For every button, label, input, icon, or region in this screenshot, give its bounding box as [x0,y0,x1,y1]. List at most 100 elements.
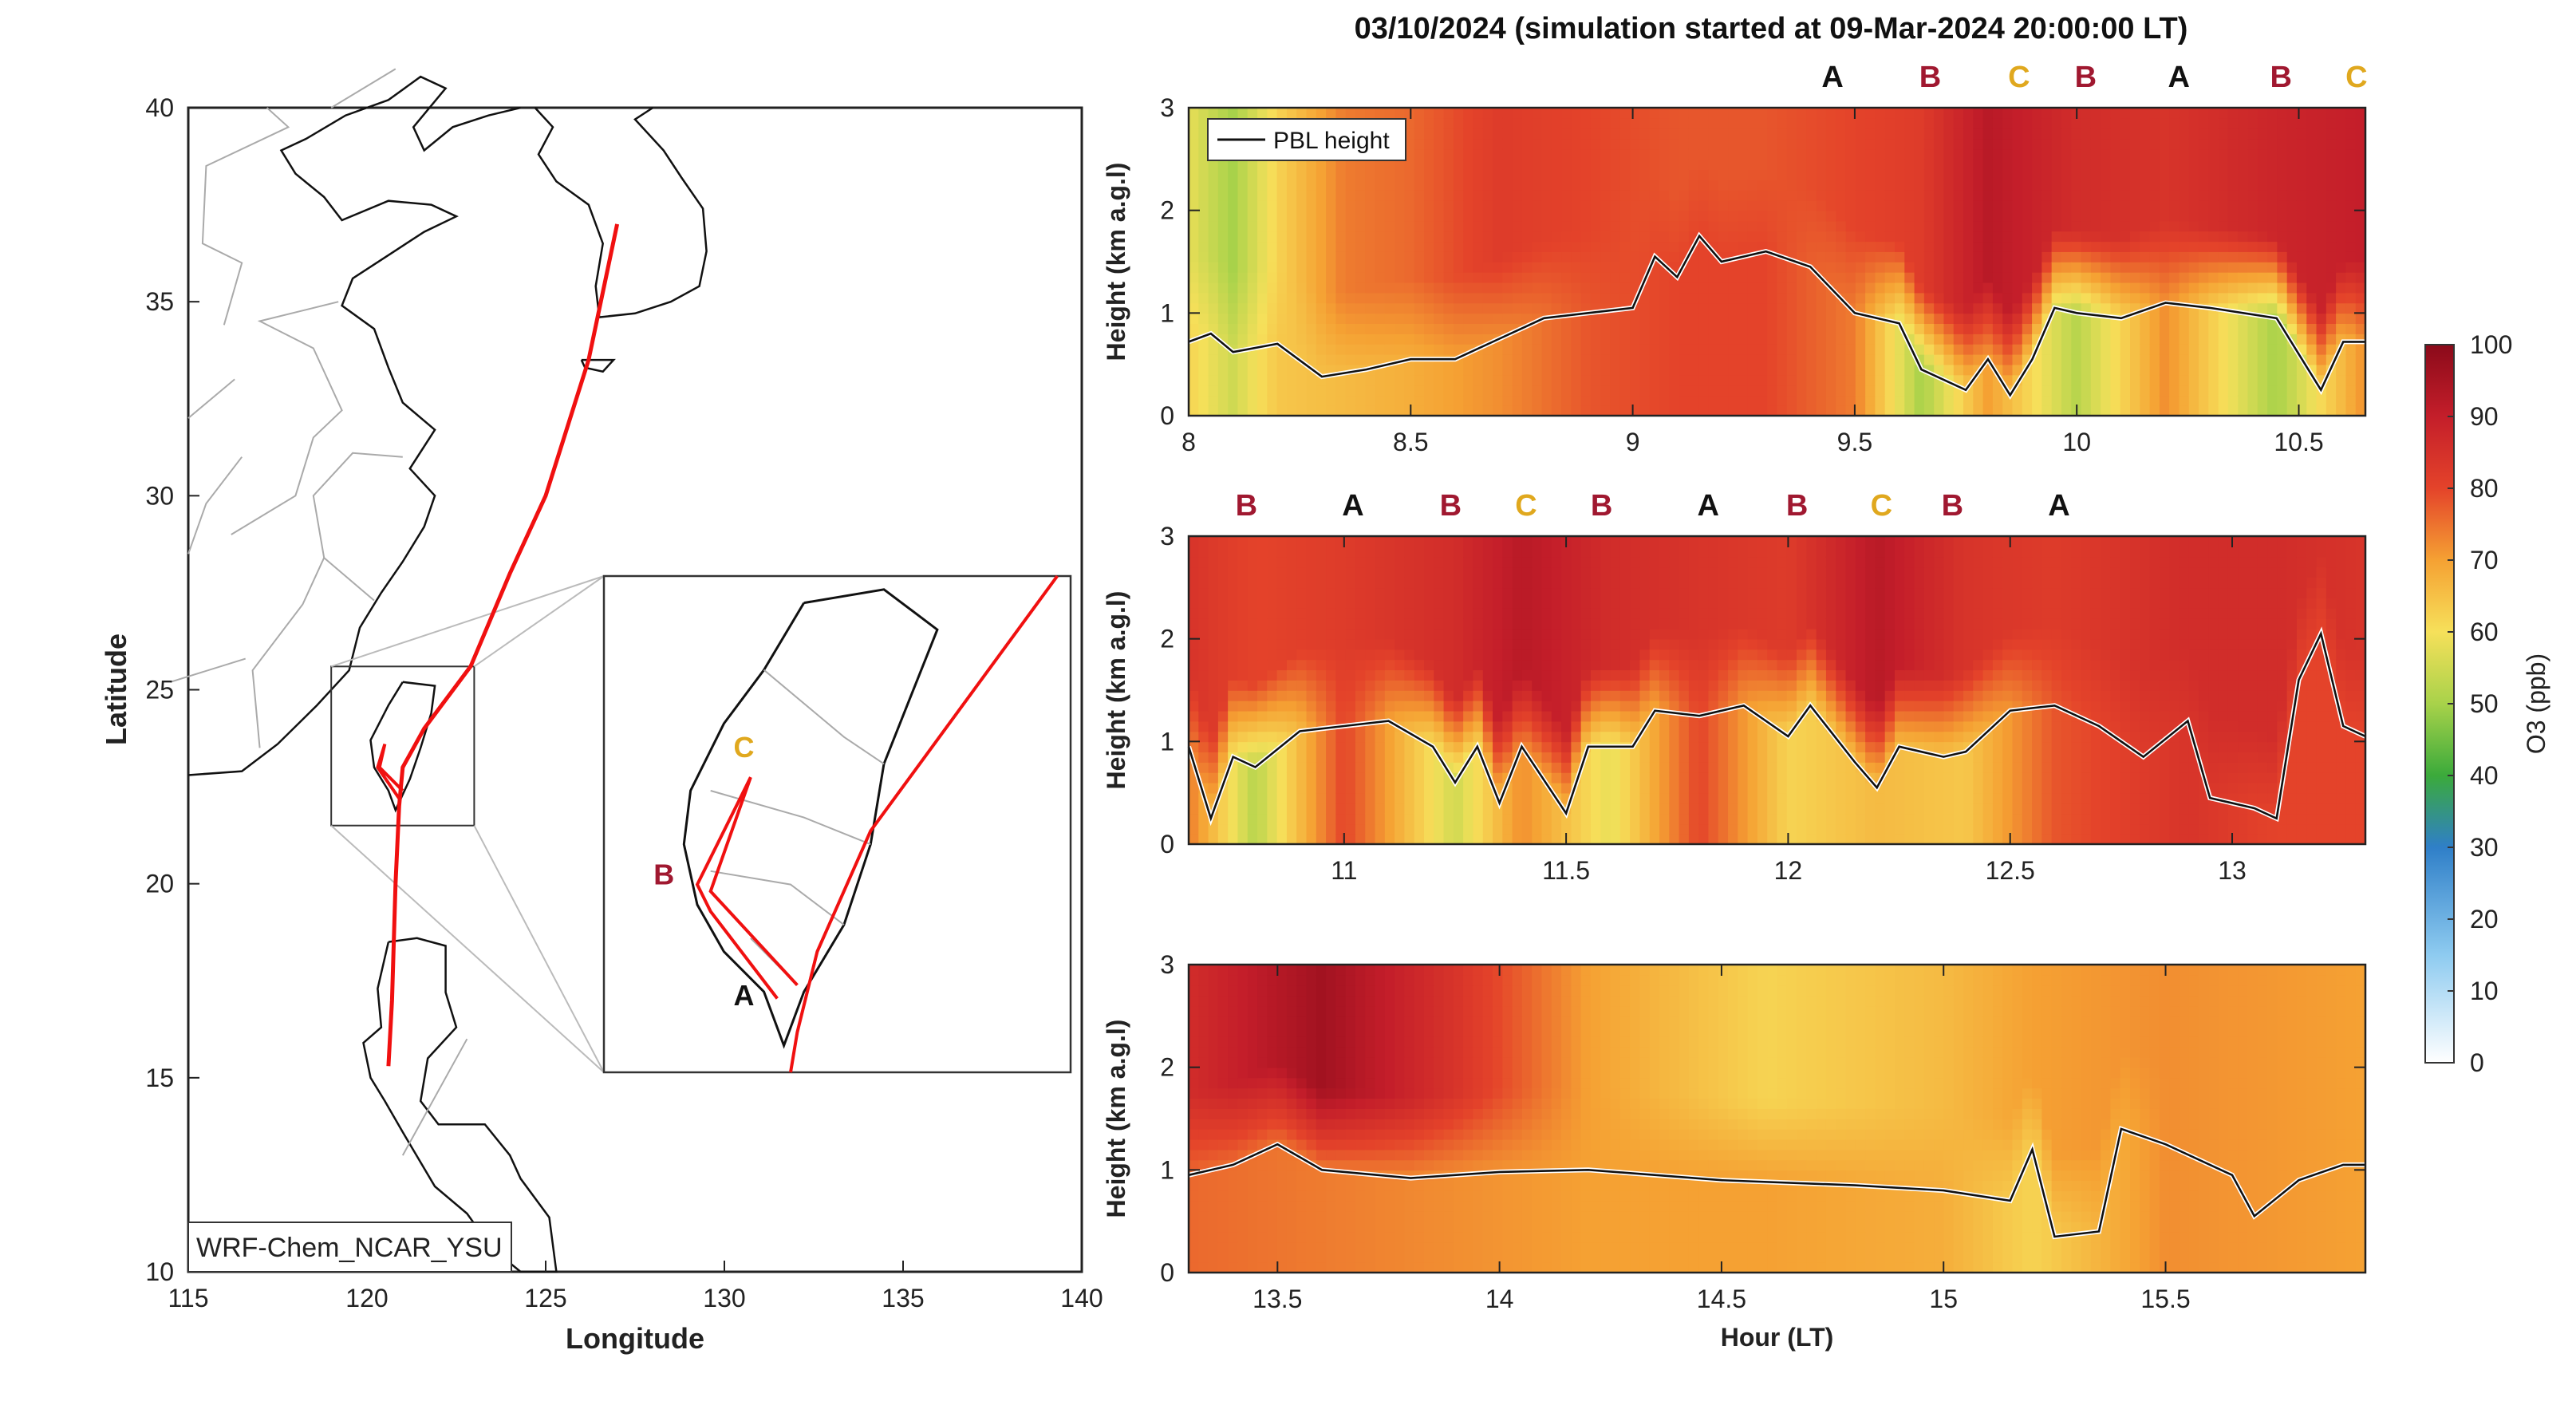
o3-cell [1541,353,1552,365]
o3-cell [1669,323,1680,334]
o3-cell [1610,343,1621,355]
o3-cell [1247,700,1258,712]
o3-cell [1434,823,1445,835]
o3-cell [2140,117,2151,129]
o3-cell [2247,364,2258,376]
o3-cell [2081,334,2092,345]
o3-cell [1679,282,1690,294]
o3-cell [2149,148,2160,160]
o3-cell [1512,364,1523,376]
o3-cell [2110,128,2121,140]
o3-cell [1855,323,1866,334]
o3-cell [2051,334,2062,345]
o3-cell [1884,262,1896,273]
o3-cell [2355,374,2366,386]
o3-cell [1228,159,1239,170]
o3-cell [1375,700,1386,712]
o3-cell [1335,752,1347,763]
o3-cell [1845,199,1856,211]
o3-cell [1257,720,1268,732]
o3-cell [1875,180,1886,191]
o3-cell [2051,251,2062,262]
o3-cell [1247,608,1258,619]
o3-cell [1669,210,1680,222]
o3-cell [1777,108,1788,119]
o3-cell [1777,385,1788,397]
o3-cell [1982,385,1994,397]
y-tick-label: 0 [1160,401,1174,430]
o3-cell [1316,731,1327,743]
o3-cell [1806,323,1817,334]
o3-cell [2149,343,2160,355]
o3-cell [1619,148,1631,160]
o3-cell [1316,302,1327,314]
o3-cell [1708,108,1719,119]
o3-cell [2199,108,2210,119]
o3-cell [1521,385,1533,397]
o3-cell [1443,638,1454,650]
o3-cell [1424,710,1435,722]
map-y-tick-label: 40 [145,93,174,122]
o3-cell [2199,199,2210,211]
o3-cell [1738,128,1749,140]
o3-cell [1797,313,1808,324]
o3-cell [2140,343,2151,355]
o3-cell [1424,169,1435,180]
o3-cell [1718,334,1729,345]
o3-cell [1375,395,1386,406]
o3-cell [1335,792,1347,804]
o3-cell [1267,220,1278,232]
o3-cell [1923,385,1935,397]
o3-cell [1395,231,1406,243]
o3-cell [1355,282,1367,294]
o3-cell [1424,638,1435,650]
o3-cell [1326,741,1337,752]
o3-cell [1189,251,1200,262]
o3-cell [1198,180,1209,191]
o3-cell [2267,364,2278,376]
o3-cell [1865,108,1876,119]
o3-cell [1208,271,1219,283]
o3-cell [1747,231,1758,243]
o3-cell [1482,251,1493,262]
o3-cell [1267,536,1278,547]
o3-cell [1992,220,2004,232]
o3-cell [2169,189,2180,201]
o3-cell [1198,577,1209,589]
o3-cell [2188,364,2199,376]
o3-cell [1208,638,1219,650]
model-label: WRF-Chem_NCAR_YSU [196,1233,503,1263]
o3-cell [1316,608,1327,619]
o3-cell [1208,313,1219,324]
o3-cell [2267,210,2278,222]
o3-cell [1610,241,1621,252]
o3-cell [1571,199,1582,211]
o3-cell [1825,334,1837,345]
o3-cell [1237,638,1249,650]
o3-cell [1424,669,1435,681]
o3-cell [1493,752,1504,763]
o3-cell [1198,292,1209,304]
o3-cell [1825,117,1837,129]
o3-cell [1345,231,1356,243]
o3-cell [1855,364,1866,376]
o3-cell [1335,220,1347,232]
o3-cell [1375,189,1386,201]
o3-cell [1335,343,1347,355]
o3-cell [1600,680,1611,691]
o3-cell [2101,220,2112,232]
o3-cell [1747,405,1758,416]
o3-cell [1208,231,1219,243]
o3-cell [1189,669,1200,681]
o3-cell [1365,374,1376,386]
o3-cell [1267,782,1278,794]
o3-cell [1335,169,1347,180]
o3-cell [1443,608,1454,619]
o3-cell [1208,536,1219,547]
o3-cell [1473,159,1484,170]
o3-cell [1237,353,1249,365]
o3-cell [1404,782,1415,794]
o3-cell [2355,180,2366,191]
o3-cell [1679,199,1690,211]
o3-cell [1247,803,1258,815]
